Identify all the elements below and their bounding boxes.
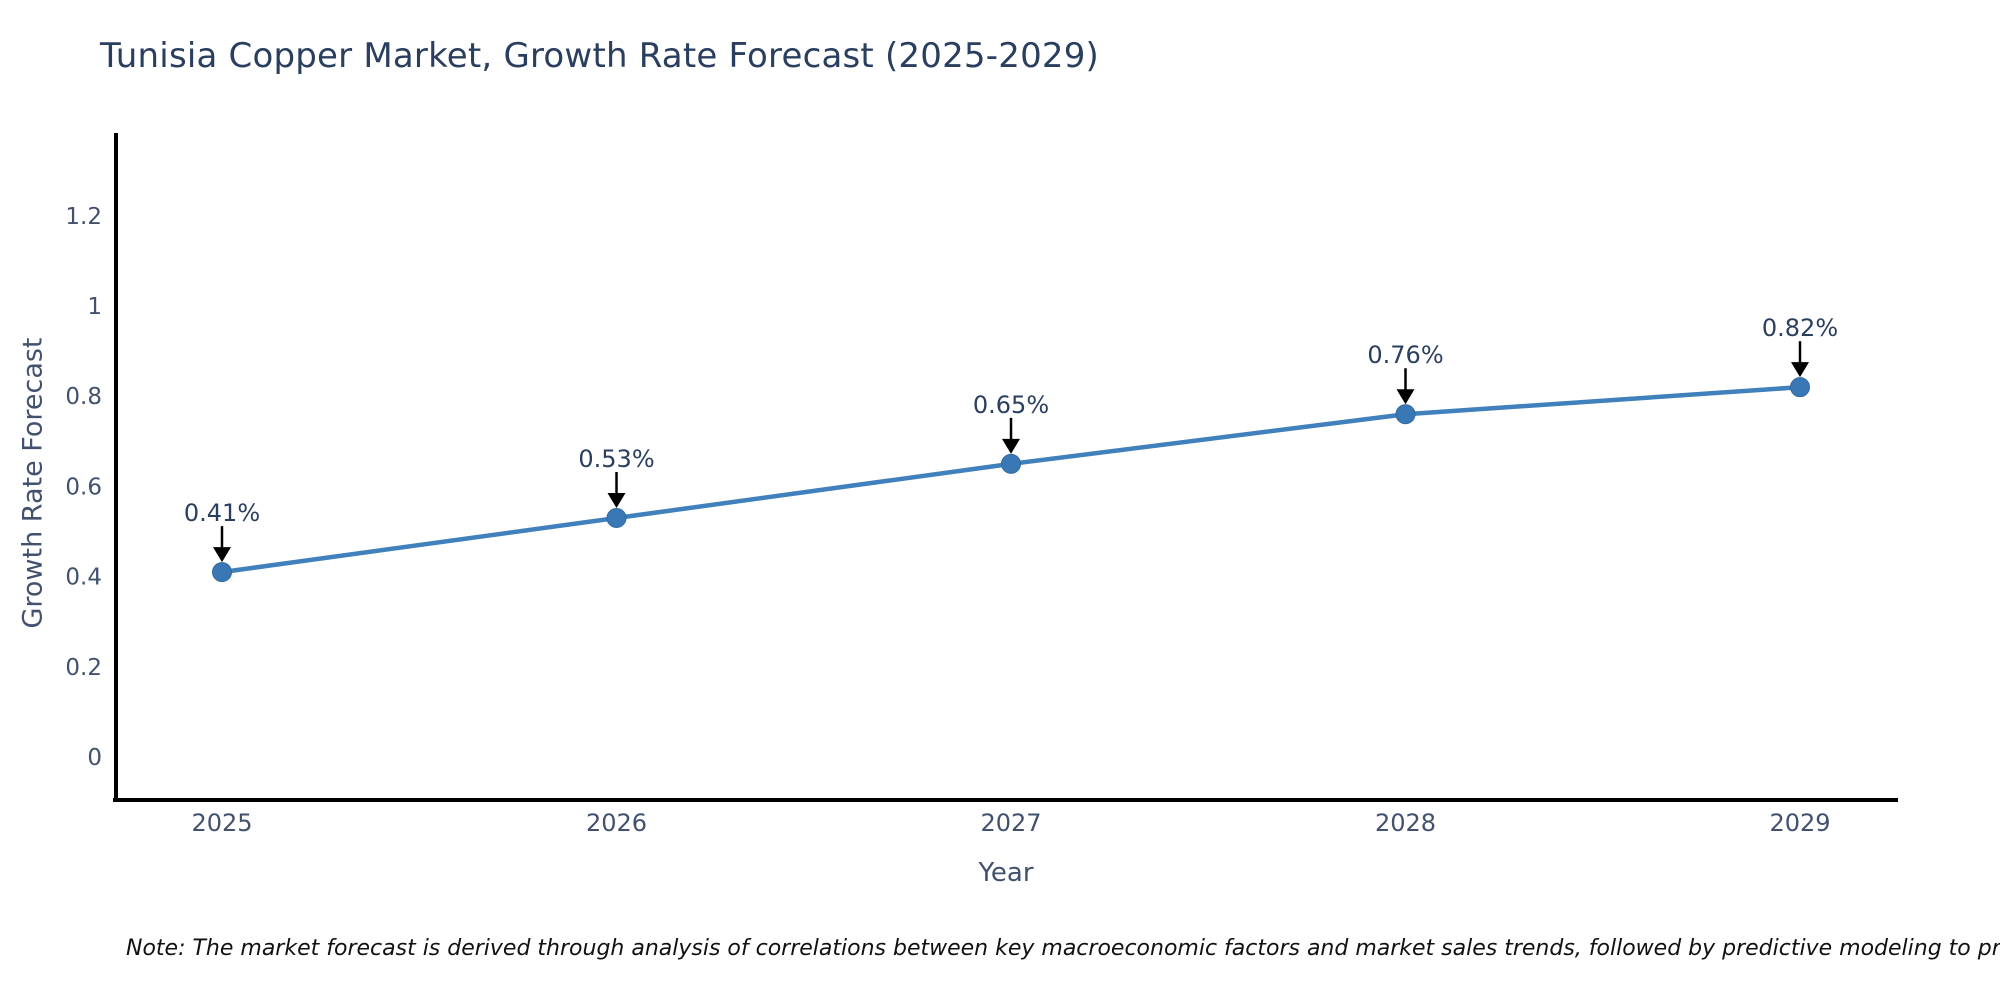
x-tick-label: 2029 [1769,809,1830,837]
data-point-2029[interactable] [1790,377,1810,398]
annotation-arrow-head [1396,389,1415,405]
x-axis-title: Year [978,858,1034,888]
annotation-arrow-head [1002,438,1020,454]
annotation-label: 0.41% [184,499,260,527]
annotation-label: 0.65% [973,391,1049,419]
y-tick-label: 0.6 [65,474,102,500]
data-point-2026[interactable] [606,507,627,528]
annotation-arrow-head [607,492,626,508]
annotation-label: 0.76% [1367,341,1443,369]
annotation-label: 0.53% [578,445,654,473]
y-tick-label: 0.2 [65,655,102,681]
y-tick-label: 1.2 [65,204,102,230]
y-tick-label: 1 [87,294,102,320]
annotation-label: 0.82% [1762,314,1838,342]
annotation-arrow-head [1791,362,1809,378]
x-tick-label: 2026 [586,809,647,837]
data-point-2025[interactable] [212,562,232,583]
x-tick-label: 2028 [1375,809,1436,837]
annotation-arrow-head [213,547,231,563]
y-tick-label: 0.4 [65,565,102,591]
y-tick-label: 0.8 [65,384,102,410]
data-point-2027[interactable] [1001,453,1021,474]
x-tick-label: 2025 [191,809,252,837]
chart-title: Tunisia Copper Market, Growth Rate Forec… [100,36,1100,76]
data-point-2028[interactable] [1395,404,1416,425]
y-tick-label: 0 [87,745,102,771]
x-tick-label: 2027 [980,809,1041,837]
footnote: Note: The market forecast is derived thr… [126,936,2000,961]
